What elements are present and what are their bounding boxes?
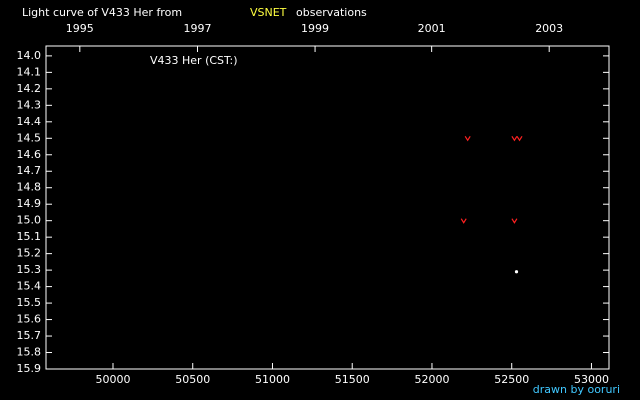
x2-tick-label: 2003 <box>535 22 563 35</box>
y-tick-label: 14.8 <box>17 181 42 194</box>
y-tick-label: 15.6 <box>17 313 42 326</box>
y-tick-label: 14.0 <box>17 49 42 62</box>
y-tick-label: 14.9 <box>17 197 42 210</box>
upper-limit-point <box>511 218 518 224</box>
annotation: V433 Her (CST:) <box>150 54 238 67</box>
upper-limit-point <box>511 135 518 142</box>
y-tick-label: 15.9 <box>17 362 42 375</box>
y-tick-label: 14.1 <box>17 65 42 78</box>
x2-tick-label: 1995 <box>66 22 94 35</box>
y-tick-label: 15.1 <box>17 230 42 243</box>
x-tick-label: 51500 <box>335 373 370 386</box>
y-tick-label: 14.4 <box>17 115 42 128</box>
y-tick-label: 15.0 <box>17 214 42 227</box>
plot-frame <box>45 45 610 370</box>
y-tick-label: 14.5 <box>17 131 42 144</box>
y-tick-label: 15.5 <box>17 296 42 309</box>
y-tick-label: 15.2 <box>17 247 42 260</box>
title-highlight: VSNET <box>250 6 287 19</box>
y-tick-label: 15.3 <box>17 263 42 276</box>
x-tick-label: 50500 <box>175 373 210 386</box>
x-tick-label: 50000 <box>95 373 130 386</box>
x2-tick-label: 2001 <box>418 22 446 35</box>
x-tick-label: 52500 <box>494 373 529 386</box>
y-tick-label: 15.4 <box>17 280 42 293</box>
x2-tick-label: 1997 <box>184 22 212 35</box>
x-tick-label: 53000 <box>574 373 609 386</box>
upper-limit-point <box>516 135 523 142</box>
y-tick-label: 14.7 <box>17 164 42 177</box>
upper-limit-point <box>464 135 471 142</box>
credit: drawn by ooruri <box>533 383 620 396</box>
y-tick-label: 14.6 <box>17 148 42 161</box>
x2-tick-label: 1999 <box>301 22 329 35</box>
x-tick-label: 51000 <box>255 373 290 386</box>
y-tick-label: 14.3 <box>17 98 42 111</box>
upper-limit-point <box>460 218 467 224</box>
y-tick-label: 15.8 <box>17 346 42 359</box>
y-tick-label: 14.2 <box>17 82 42 95</box>
chart-title: Light curve of V433 Her from <box>22 6 182 19</box>
y-tick-label: 15.7 <box>17 329 42 342</box>
point <box>514 270 519 274</box>
title-end: observations <box>296 6 367 19</box>
x-tick-label: 52000 <box>414 373 449 386</box>
